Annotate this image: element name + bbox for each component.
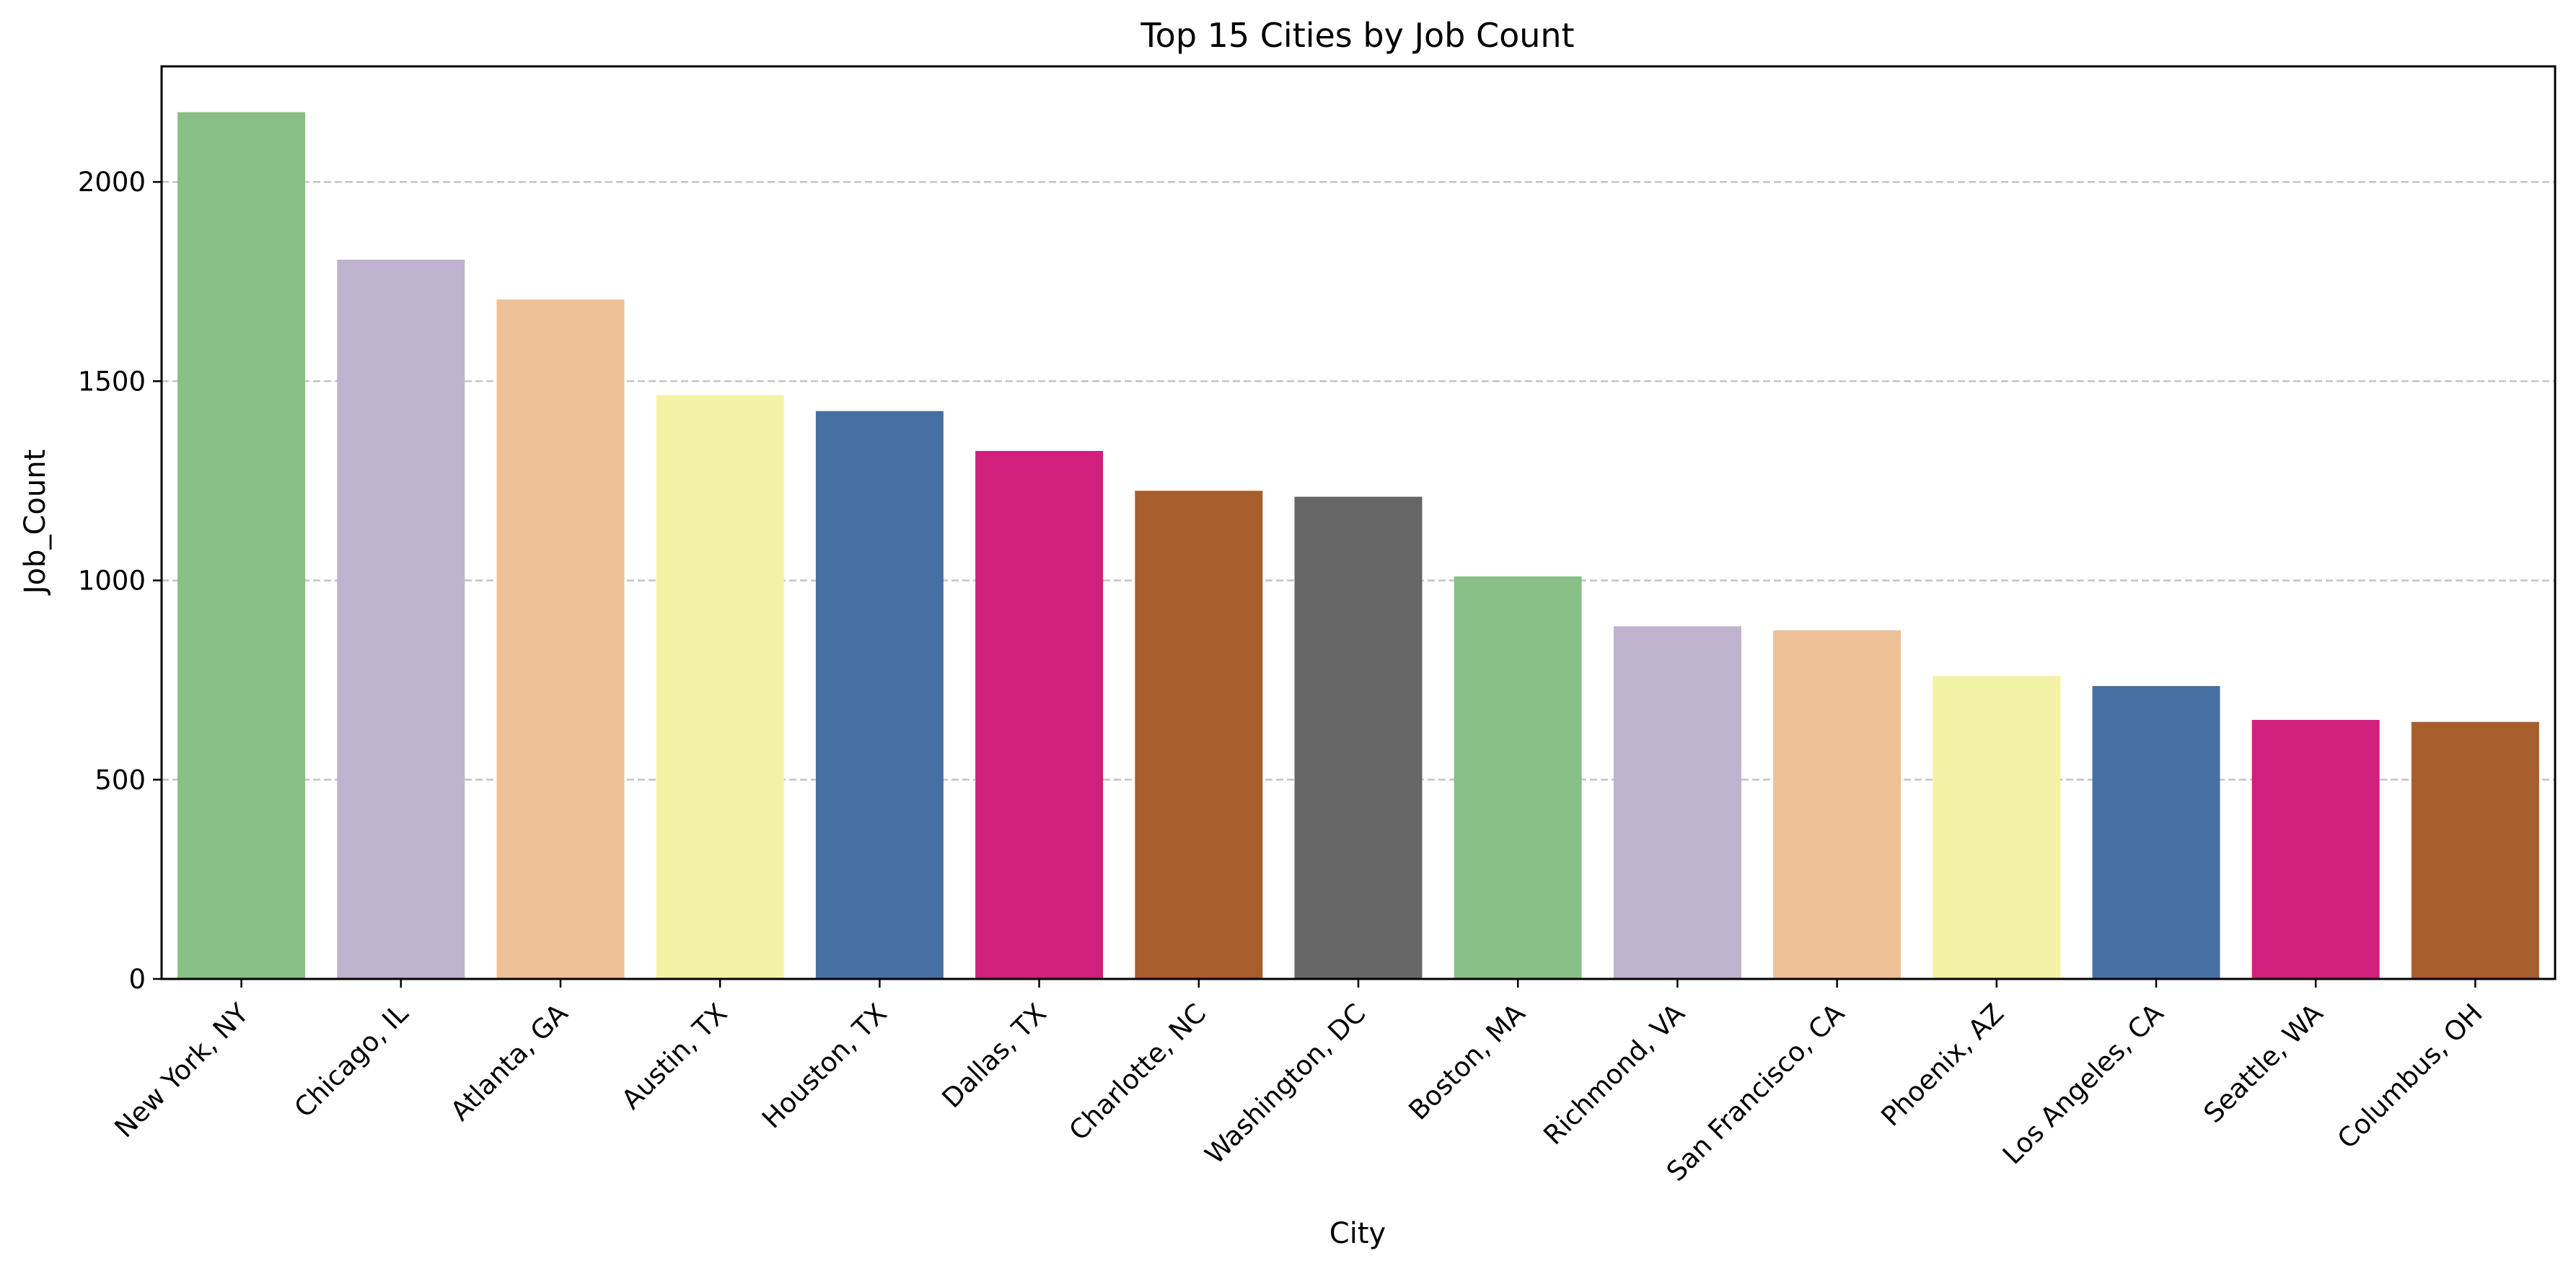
- y-tick-label: 2000: [78, 167, 146, 198]
- x-tick-label: Los Angeles, CA: [1997, 998, 2169, 1170]
- bar: [337, 259, 465, 979]
- bar: [177, 112, 306, 979]
- bar: [2092, 685, 2220, 979]
- x-tick-label: Charlotte, NC: [1063, 998, 1212, 1146]
- x-tick-label: Richmond, VA: [1537, 998, 1690, 1151]
- chart-title: Top 15 Cities by Job Count: [1140, 16, 1574, 55]
- x-tick-label: Phoenix, AZ: [1875, 998, 2010, 1133]
- x-axis-ticks: New York, NY Chicago, IL Atlanta, GA Austin…: [109, 979, 2489, 1187]
- x-tick-label: Columbus, OH: [2331, 998, 2489, 1155]
- bar: [815, 410, 944, 979]
- y-tick-label: 1500: [78, 366, 146, 397]
- x-tick-label: Dallas, TX: [936, 998, 1052, 1114]
- bar: [496, 299, 625, 979]
- x-tick-label: New York, NY: [109, 998, 255, 1144]
- x-tick-label: Austin, TX: [615, 998, 733, 1115]
- bar: [1135, 491, 1263, 979]
- x-tick-label: Boston, MA: [1403, 998, 1531, 1126]
- bar: [1933, 676, 2061, 979]
- x-tick-label: San Francisco, CA: [1661, 998, 1850, 1187]
- y-axis-label: Job_Count: [19, 449, 52, 596]
- bar: [975, 451, 1104, 979]
- y-tick-label: 0: [128, 964, 146, 995]
- y-tick-label: 1000: [78, 566, 146, 597]
- x-tick-label: Houston, TX: [756, 998, 893, 1135]
- bar: [2411, 721, 2539, 979]
- bar: [1773, 630, 1902, 979]
- y-tick-label: 500: [94, 765, 146, 796]
- x-tick-label: Chicago, IL: [289, 998, 415, 1124]
- bar: [1454, 576, 1582, 979]
- y-axis-ticks: 0 500 1000 1500 2000: [78, 167, 162, 995]
- bar: [656, 395, 784, 979]
- bars: [177, 112, 2539, 979]
- bar: [2251, 719, 2380, 979]
- x-axis-label: City: [1329, 1217, 1386, 1250]
- bar: [1294, 496, 1423, 979]
- x-tick-label: Seattle, WA: [2198, 998, 2329, 1129]
- x-tick-label: Atlanta, GA: [444, 998, 573, 1127]
- bar: [1613, 626, 1741, 979]
- x-tick-label: Washington, DC: [1199, 998, 1371, 1170]
